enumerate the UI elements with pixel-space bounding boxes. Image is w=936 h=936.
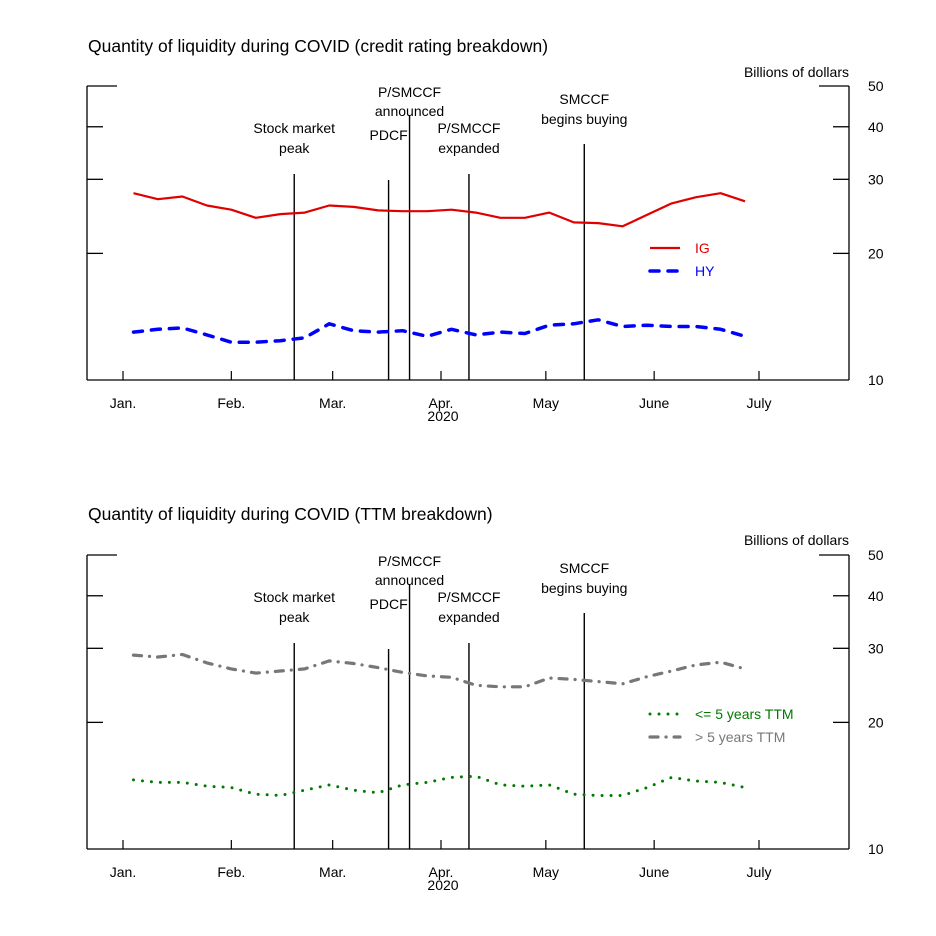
event-annotation: P/SMCCF [378,553,441,569]
x-tick-label: June [639,864,670,880]
event-annotation: PDCF [370,127,408,143]
y-tick-label: 50 [868,547,884,563]
event-annotation: begins buying [541,580,627,596]
year-label: 2020 [427,877,458,893]
y-tick-label: 20 [868,245,884,261]
x-tick-label: Jan. [110,395,136,411]
legend-label: > 5 years TTM [695,729,785,745]
event-annotation: announced [375,103,444,119]
event-annotation: begins buying [541,111,627,127]
series-line-a [132,774,747,797]
series-line-a [133,192,746,228]
x-tick-label: June [639,395,670,411]
y-tick-label: 40 [868,119,884,135]
y-axis-label: Billions of dollars [744,64,849,80]
event-annotation: Stock market [253,120,335,136]
chart-title: Quantity of liquidity during COVID (cred… [88,36,548,56]
y-tick-label: 40 [868,588,884,604]
x-tick-label: Mar. [319,395,346,411]
y-tick-label: 30 [868,171,884,187]
event-annotation: Stock market [253,589,335,605]
event-annotation: announced [375,572,444,588]
y-tick-label: 30 [868,640,884,656]
event-annotation: P/SMCCF [437,589,500,605]
event-annotation: P/SMCCF [437,120,500,136]
y-tick-label: 10 [868,372,884,388]
x-tick-label: Apr. [429,395,454,411]
x-tick-label: Feb. [217,395,245,411]
x-tick-label: Feb. [217,864,245,880]
series-line-b [131,652,747,689]
event-annotation: expanded [438,140,500,156]
x-tick-label: July [747,864,772,880]
x-tick-label: Apr. [429,864,454,880]
y-tick-label: 50 [868,78,884,94]
event-annotation: SMCCF [559,91,609,107]
event-annotation: SMCCF [559,560,609,576]
legend-label: <= 5 years TTM [695,706,794,722]
event-annotation: PDCF [370,596,408,612]
y-tick-label: 10 [868,841,884,857]
legend-label: HY [695,263,715,279]
chart-title: Quantity of liquidity during COVID (TTM … [88,504,493,524]
event-annotation: peak [279,609,310,625]
chart-top: Quantity of liquidity during COVID (cred… [86,36,884,424]
legend-label: IG [695,240,710,256]
x-tick-label: Jan. [110,864,136,880]
x-tick-label: July [747,395,772,411]
x-tick-label: Mar. [319,864,346,880]
series-line-b [131,318,747,344]
y-axis-label: Billions of dollars [744,532,849,548]
event-annotation: expanded [438,609,500,625]
y-tick-label: 20 [868,714,884,730]
event-annotation: peak [279,140,310,156]
chart-bottom: Quantity of liquidity during COVID (TTM … [86,504,884,893]
year-label: 2020 [427,408,458,424]
event-annotation: P/SMCCF [378,84,441,100]
x-tick-label: May [533,864,559,880]
x-tick-label: May [533,395,559,411]
